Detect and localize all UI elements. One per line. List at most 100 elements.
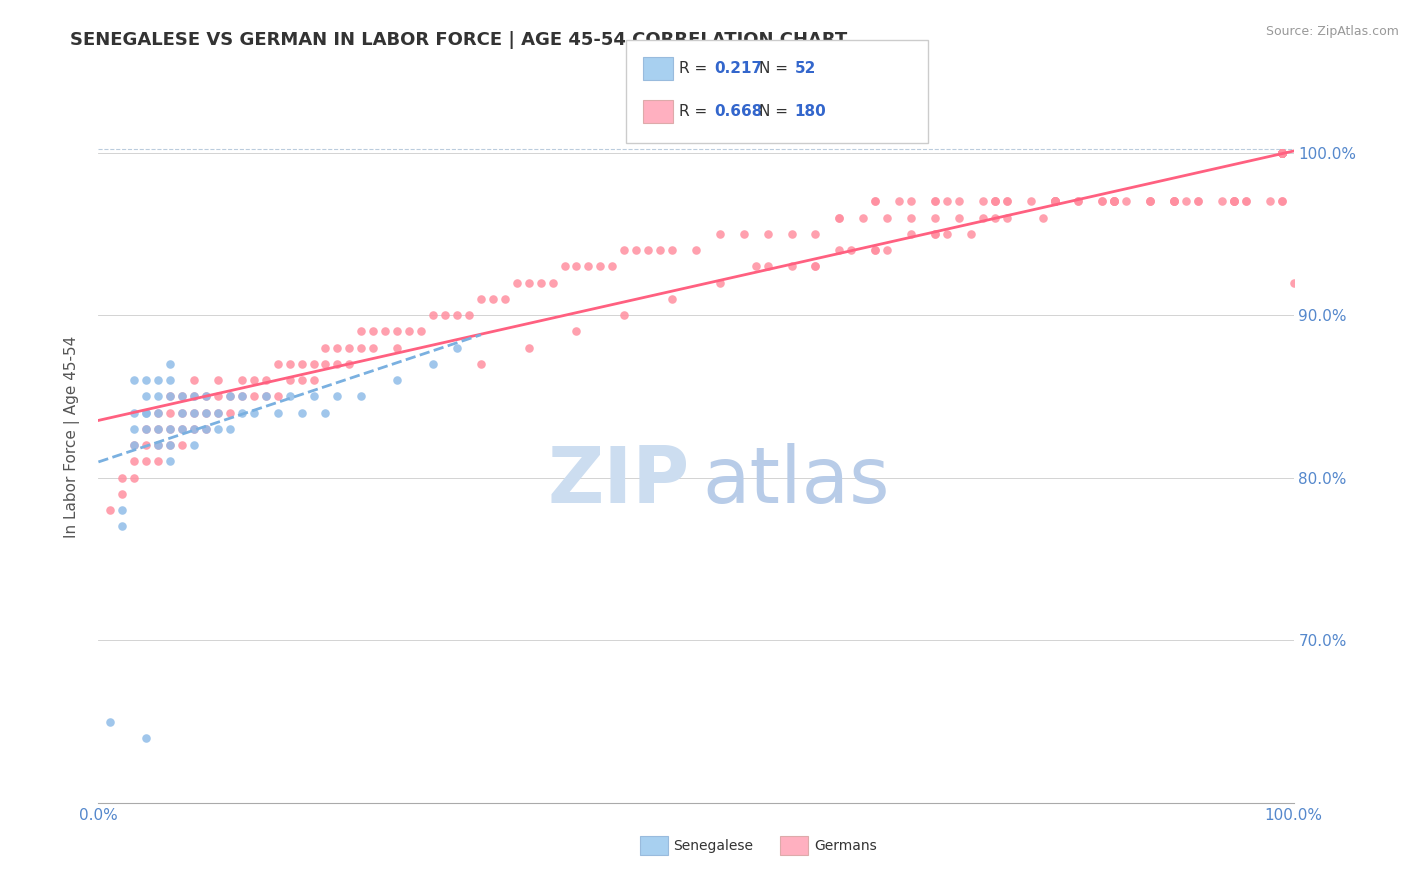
Point <box>231 406 253 420</box>
Point <box>350 325 373 339</box>
Point <box>172 406 194 420</box>
Point <box>1043 194 1066 209</box>
Point <box>863 243 887 257</box>
Point <box>1271 145 1294 160</box>
Point <box>924 194 946 209</box>
Point <box>828 243 851 257</box>
Point <box>148 373 170 387</box>
Point <box>924 194 946 209</box>
Point <box>267 357 290 371</box>
Point <box>1032 211 1054 225</box>
Point <box>243 389 266 403</box>
Point <box>1271 145 1294 160</box>
Point <box>267 389 290 403</box>
Point <box>972 211 994 225</box>
Point <box>446 308 468 322</box>
Point <box>183 422 205 436</box>
Point <box>1271 145 1294 160</box>
Point <box>565 325 588 339</box>
Point <box>135 422 157 436</box>
Point <box>302 357 325 371</box>
Text: SENEGALESE VS GERMAN IN LABOR FORCE | AGE 45-54 CORRELATION CHART: SENEGALESE VS GERMAN IN LABOR FORCE | AG… <box>70 31 848 49</box>
Point <box>243 373 266 387</box>
Point <box>135 373 157 387</box>
Point <box>148 406 170 420</box>
Point <box>124 438 146 452</box>
Point <box>183 406 205 420</box>
Point <box>374 325 396 339</box>
Point <box>780 260 803 274</box>
Point <box>1067 194 1090 209</box>
Point <box>183 389 205 403</box>
Text: R =: R = <box>679 104 713 119</box>
Y-axis label: In Labor Force | Age 45-54: In Labor Force | Age 45-54 <box>63 336 80 538</box>
Point <box>1271 145 1294 160</box>
Point <box>339 341 360 355</box>
Point <box>1102 194 1125 209</box>
Point <box>1222 194 1246 209</box>
Point <box>339 357 360 371</box>
Point <box>231 389 253 403</box>
Point <box>315 406 337 420</box>
Point <box>124 454 146 468</box>
Point <box>554 260 576 274</box>
Point <box>219 389 242 403</box>
Point <box>124 471 146 485</box>
Point <box>207 406 229 420</box>
Point <box>924 227 946 241</box>
Point <box>124 422 146 436</box>
Point <box>446 341 468 355</box>
Point <box>984 211 1007 225</box>
Point <box>111 519 134 533</box>
Point <box>804 260 827 274</box>
Text: Source: ZipAtlas.com: Source: ZipAtlas.com <box>1265 25 1399 38</box>
Point <box>159 438 181 452</box>
Point <box>984 194 1007 209</box>
Point <box>863 243 887 257</box>
Point <box>936 194 959 209</box>
Text: Germans: Germans <box>814 838 877 853</box>
Point <box>1271 145 1294 160</box>
Text: 52: 52 <box>794 62 815 76</box>
Point <box>291 357 314 371</box>
Point <box>1043 194 1066 209</box>
Point <box>1271 145 1294 160</box>
Text: R =: R = <box>679 62 713 76</box>
Point <box>172 422 194 436</box>
Point <box>756 227 779 241</box>
Point <box>135 389 157 403</box>
Point <box>183 389 205 403</box>
Text: atlas: atlas <box>702 443 890 519</box>
Point <box>159 438 181 452</box>
Text: N =: N = <box>759 62 793 76</box>
Point <box>889 194 911 209</box>
Point <box>517 276 540 290</box>
Point <box>900 227 922 241</box>
Point <box>948 211 970 225</box>
Point <box>1163 194 1185 209</box>
Point <box>98 503 122 517</box>
Point <box>278 389 301 403</box>
Point <box>350 389 373 403</box>
Point <box>1115 194 1137 209</box>
Point <box>1043 194 1066 209</box>
Point <box>1222 194 1246 209</box>
Point <box>828 211 851 225</box>
Point <box>135 406 157 420</box>
Point <box>124 373 146 387</box>
Point <box>1271 194 1294 209</box>
Point <box>1175 194 1198 209</box>
Point <box>1139 194 1161 209</box>
Point <box>207 389 229 403</box>
Point <box>1271 194 1294 209</box>
Point <box>1271 145 1294 160</box>
Point <box>1222 194 1246 209</box>
Point <box>315 357 337 371</box>
Point <box>363 325 385 339</box>
Point <box>124 438 146 452</box>
Point <box>148 406 170 420</box>
Point <box>863 194 887 209</box>
Point <box>148 422 170 436</box>
Point <box>626 243 648 257</box>
Point <box>1102 194 1125 209</box>
